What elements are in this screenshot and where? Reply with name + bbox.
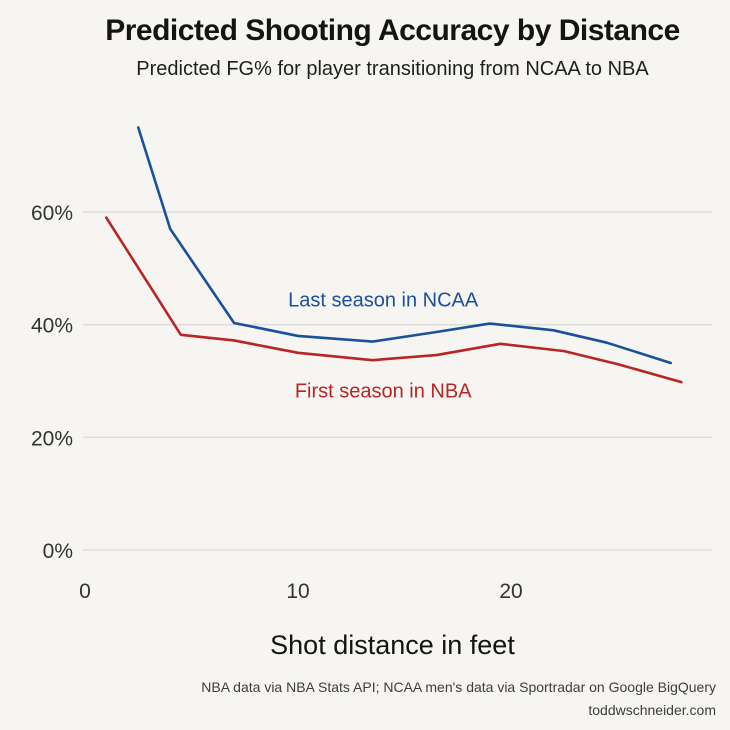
footer: NBA data via NBA Stats API; NCAA men's d… bbox=[201, 676, 716, 722]
y-tick-label: 40% bbox=[31, 315, 73, 338]
y-tick-label: 60% bbox=[31, 202, 73, 225]
series-line-0 bbox=[136, 126, 673, 365]
chart-svg: 0% 20% 40% 60% 0 10 20 Last season in NCAA First… bbox=[31, 126, 712, 603]
x-tick-label: 10 bbox=[286, 580, 309, 603]
series-label-1: First season in NBA bbox=[295, 381, 472, 403]
y-tick-label: 0% bbox=[43, 540, 73, 563]
chart-title: Predicted Shooting Accuracy by Distance bbox=[105, 14, 680, 47]
x-axis-label: Shot distance in feet bbox=[270, 630, 515, 660]
series-label-0: Last season in NCAA bbox=[288, 289, 479, 311]
site-credit: toddwschneider.com bbox=[588, 701, 716, 718]
chart-subtitle: Predicted FG% for player transitioning f… bbox=[136, 58, 649, 80]
x-tick-label: 20 bbox=[499, 580, 522, 603]
series-line-1 bbox=[105, 216, 683, 384]
y-tick-label: 20% bbox=[31, 427, 73, 450]
x-tick-label: 0 bbox=[79, 580, 91, 603]
data-source-note: NBA data via NBA Stats API; NCAA men's d… bbox=[201, 678, 716, 695]
